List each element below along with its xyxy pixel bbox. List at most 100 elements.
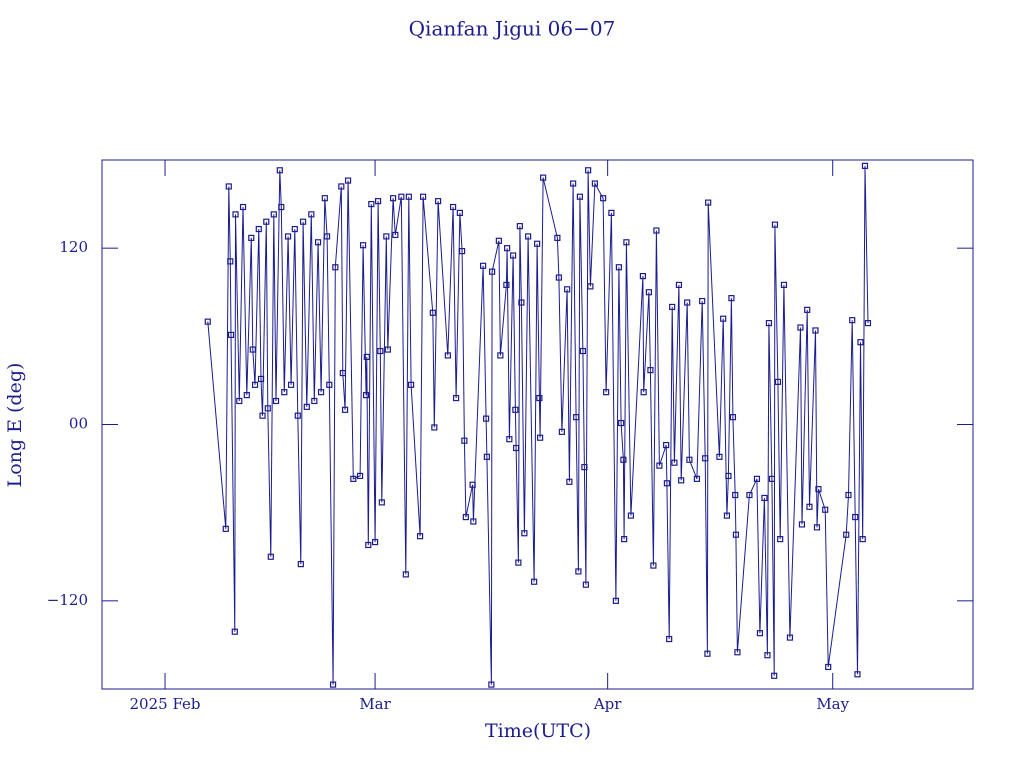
data-point [666,635,673,643]
data-point [579,347,586,355]
data-point [227,258,234,265]
y-tick-label: 00 [69,415,88,433]
data-point [405,193,412,200]
data-point [671,459,678,466]
data-point [462,513,469,521]
data-point [236,397,243,405]
y-tick-label: −120 [47,591,88,609]
data-point [402,571,409,578]
data-point [297,560,304,568]
data-point [407,381,415,388]
data-point [488,681,495,688]
data-point [566,478,573,485]
data-point [686,456,693,463]
data-point [612,597,619,604]
data-point [303,403,310,410]
data-point [504,245,511,252]
data-point [489,268,496,275]
data-point [231,628,238,635]
data-point [822,506,829,513]
data-point [777,536,784,543]
data-point [771,672,778,679]
data-point [365,541,372,549]
data-point [531,578,538,585]
data-point [591,180,598,187]
data-point [227,331,235,338]
data-point [537,434,544,441]
data-point [761,494,768,502]
data-point [564,286,571,293]
data-point [480,262,487,269]
data-point [623,239,630,246]
chart-title: Qianfan Jigui 06−07 [409,17,616,41]
data-point [813,524,821,531]
data-point [267,553,274,560]
data-point [864,320,872,327]
data-point [675,281,683,289]
data-point [456,209,463,216]
data-point [732,531,740,538]
data-point [804,306,811,313]
data-point [344,177,352,184]
data-point [389,195,397,202]
data-point [515,559,522,566]
data-point [812,327,819,334]
data-point [656,462,663,469]
data-point [371,538,379,546]
data-point [797,324,804,331]
data-point [573,414,580,421]
data-point [470,518,477,525]
data-point [540,174,547,181]
data-point [510,252,517,259]
data-point [444,352,451,359]
data-point [806,503,813,510]
data-point [756,630,764,637]
data-point [746,491,753,499]
data-point [459,248,466,255]
data-point [249,346,256,353]
data-point [768,475,776,482]
data-point [581,464,588,471]
data-point [294,412,301,419]
data-point [852,513,859,521]
data-point [536,394,543,402]
data-point [416,533,424,540]
data-line [207,165,869,685]
data-point [725,472,732,480]
data-point [705,199,712,206]
data-point [786,634,794,641]
data-point [434,198,442,205]
data-point [825,663,832,671]
data-point [204,318,211,325]
data-point [374,198,382,205]
data-point [734,649,741,656]
data-point [272,397,280,405]
data-point [639,272,647,280]
data-point [620,456,627,463]
data-point [521,530,528,537]
data-point [338,183,345,190]
data-point [849,317,856,324]
data-point [702,455,709,462]
data-point [603,389,610,396]
data-point [857,339,864,346]
data-point [716,453,723,460]
data-point [645,289,653,296]
data-point [780,281,788,289]
data-point [558,428,565,435]
data-point [314,239,322,246]
data-point [555,274,562,281]
data-point [259,412,266,419]
plot-frame [101,159,974,690]
data-point [368,200,375,208]
data-point [600,195,607,202]
data-point [506,436,513,443]
data-point [222,525,229,532]
data-point [861,162,869,169]
data-point [378,499,385,506]
data-point [469,481,476,488]
data-point [699,297,706,305]
data-point [270,211,277,218]
